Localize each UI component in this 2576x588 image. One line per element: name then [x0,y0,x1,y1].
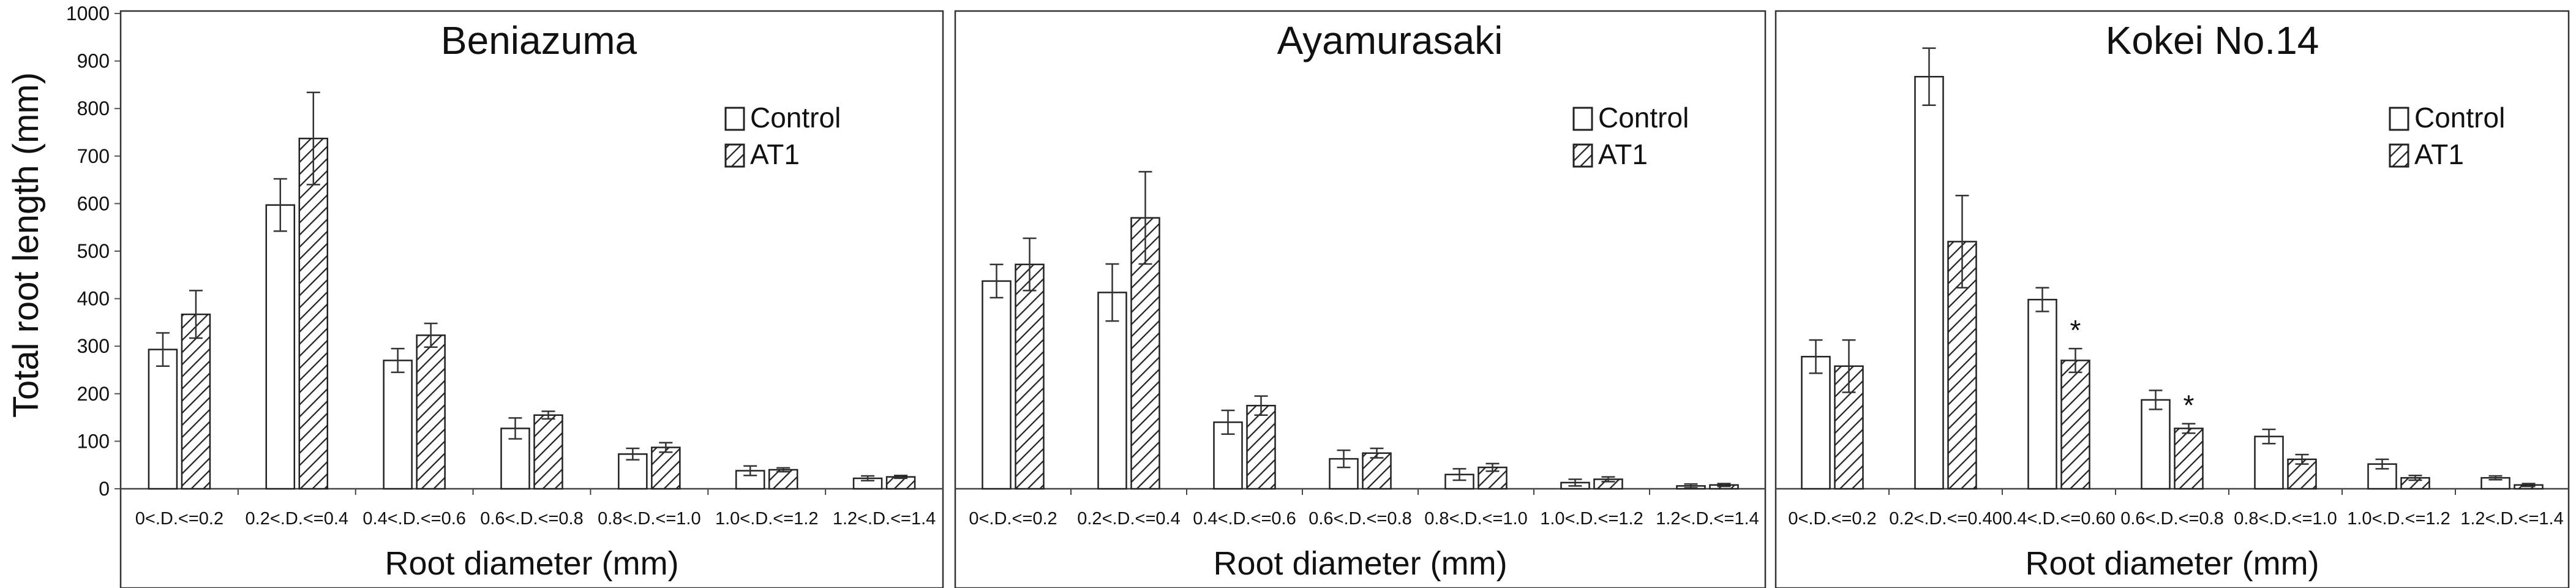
significance-marker: * [2184,390,2195,421]
x-tick-label: 0.4<.D.<=0.6 [362,509,466,529]
x-tick-label: 1.0<.D.<=1.2 [1540,509,1643,529]
legend-label: Control [1598,102,1689,134]
x-tick-label: 0.8<.D.<=1.0 [1424,509,1528,529]
y-tick-label: 900 [77,50,110,72]
panel-frame [119,10,944,588]
y-tick-label: 700 [77,145,110,167]
x-tick-label: 1.2<.D.<=1.4 [1656,509,1759,529]
bar-at1 [1015,263,1045,490]
significance-marker: * [2070,314,2081,346]
bar-at1 [181,313,211,490]
legend-label: Control [750,102,841,134]
x-tick-label: 1.0<.D.<=1.2 [715,509,819,529]
y-tick-label: 800 [77,97,110,119]
y-tick-label: 100 [77,430,110,452]
chart-panel: 0<.D.<=0.2 0.2<.D.<=0.40 0.4<.D.<=0.60 0.6<… [1774,10,2570,588]
bar-control [500,428,530,490]
x-tick-label: 0.4<.D.<=0.6 [1193,509,1296,529]
chart-panel: 0<.D.<=0.2 0.2<.D.<=0.4 0.4<.D.<=0.6 0.6<.D… [119,10,944,588]
bar-at1 [768,469,798,490]
chart-title: Beniazuma [441,18,637,62]
bar-control [148,349,178,490]
bar-at1 [651,447,681,490]
legend-swatch [1572,143,1593,168]
legend-swatch [2389,143,2409,168]
y-tick-label: 300 [77,335,110,357]
x-tick-label: 0.4<.D.<=0.60 [2002,509,2116,529]
y-tick-label: 400 [77,288,110,310]
x-tick-label: 0.2<.D.<=0.40 [1889,509,2002,529]
legend-swatch [2389,107,2409,131]
chart-title: Ayamurasaki [1277,18,1503,62]
chart-panel: 0<.D.<=0.2 0.2<.D.<=0.4 0.4<.D.<=0.6 0.6<.D… [954,10,1767,588]
x-tick-label: 0.8<.D.<=1.0 [2234,509,2337,529]
x-tick-label: 0.6<.D.<=0.8 [2120,509,2224,529]
bar-control [2027,298,2057,490]
legend-swatch [724,107,745,131]
x-tick-label: 0<.D.<=0.2 [969,509,1057,529]
bar-at1 [2060,360,2090,490]
legend-swatch [1572,107,1593,131]
bar-control [1801,356,1831,490]
y-tick-label: 1000 [66,2,110,24]
bar-control [383,360,413,490]
y-tick-label: 200 [77,383,110,405]
bar-control [2141,399,2171,490]
x-tick-label: 0.2<.D.<=0.4 [1077,509,1181,529]
x-tick-label: 0.6<.D.<=0.8 [480,509,584,529]
x-tick-label: 1.2<.D.<=1.4 [2460,509,2564,529]
legend-label: AT1 [750,138,800,170]
panel-frame [954,10,1767,588]
bar-at1 [533,414,563,490]
x-tick-label: 0.2<.D.<=0.4 [246,509,349,529]
x-axis-label: Root diameter (mm) [385,545,678,582]
bar-control [982,280,1012,490]
y-tick-label: 600 [77,192,110,214]
bar-control [1914,75,1944,490]
panel-frame [1774,10,2570,588]
bar-at1 [2174,428,2204,490]
legend-label: Control [2414,102,2505,134]
x-axis-label: Root diameter (mm) [2025,545,2319,582]
bar-at1 [416,334,446,490]
y-tick-label: 0 [99,478,110,500]
x-tick-label: 1.0<.D.<=1.2 [2347,509,2450,529]
x-tick-label: 0.8<.D.<=1.0 [598,509,701,529]
x-tick-label: 0<.D.<=0.2 [135,509,223,529]
x-axis-label: Root diameter (mm) [1213,545,1507,582]
bar-control [1097,292,1127,490]
x-tick-label: 0<.D.<=0.2 [1788,509,1876,529]
bar-at1 [298,137,329,490]
x-tick-label: 0.6<.D.<=0.8 [1309,509,1412,529]
bar-at1 [1246,404,1276,490]
bar-control [265,204,296,490]
legend-swatch [724,143,745,168]
legend-label: AT1 [1598,138,1648,170]
x-tick-label: 1.2<.D.<=1.4 [833,509,936,529]
bar-at1 [1362,452,1392,490]
chart-title: Kokei No.14 [2106,18,2319,62]
legend-label: AT1 [2414,138,2464,170]
y-axis-label: Total root length (mm) [6,72,46,418]
y-tick-label: 500 [77,240,110,262]
